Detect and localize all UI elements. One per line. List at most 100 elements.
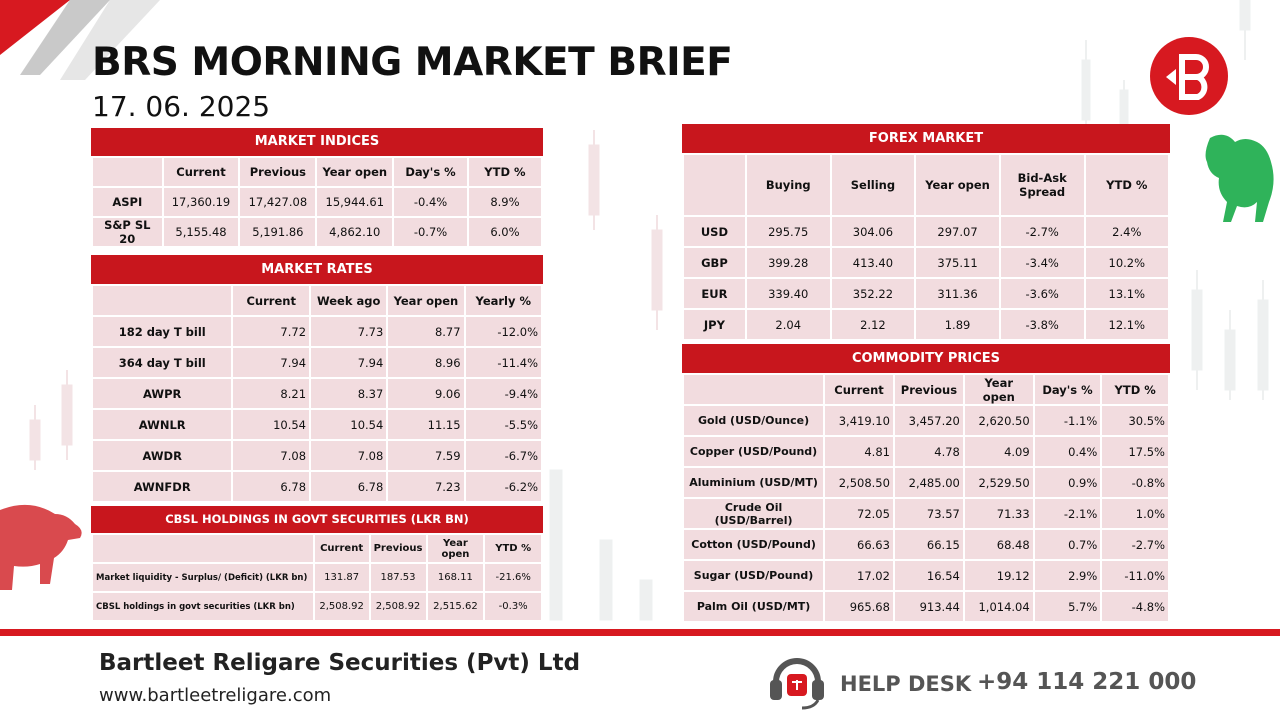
table-header-row: Current Week ago Year open Yearly % [93,286,541,315]
table-row: AWPR 8.21 8.37 9.06 -9.4% [93,379,541,408]
table-cell: 13.1% [1085,279,1168,308]
table-cell: 913.44 [894,592,963,621]
table-cell: 0.9% [1034,468,1101,497]
table-cell: 10.54 [311,410,387,439]
forex-market-table: FOREX MARKET Buying Selling Year open Bi… [682,124,1170,341]
table-cell: 1.0% [1102,499,1168,528]
brs-logo-icon [1150,37,1228,115]
row-label: Gold (USD/Ounce) [684,406,824,435]
table-cell: -3.4% [1000,248,1084,277]
row-label: Crude Oil (USD/Barrel) [684,499,824,528]
table-row: EUR 339.40 352.22 311.36 -3.6% 13.1% [684,279,1168,308]
table-cell: -6.2% [465,472,541,501]
table-cell: -2.7% [1102,530,1168,559]
column-header: Year open [964,375,1033,404]
table-row: JPY 2.04 2.12 1.89 -3.8% 12.1% [684,310,1168,339]
table-cell: 0.7% [1034,530,1101,559]
table-row: AWNLR 10.54 10.54 11.15 -5.5% [93,410,541,439]
table-row: Cotton (USD/Pound) 66.63 66.15 68.48 0.7… [684,530,1168,559]
forex-market-title: FOREX MARKET [682,124,1170,153]
table-row: Crude Oil (USD/Barrel) 72.05 73.57 71.33… [684,499,1168,528]
table-row: Sugar (USD/Pound) 17.02 16.54 19.12 2.9%… [684,561,1168,590]
table-cell: -11.4% [465,348,541,377]
table-cell: 2,529.50 [964,468,1033,497]
cbsl-holdings-table: CBSL HOLDINGS IN GOVT SECURITIES (LKR BN… [91,506,543,622]
table-cell: -9.4% [465,379,541,408]
column-header [684,375,824,404]
table-cell: 7.08 [311,441,387,470]
row-label: AWNFDR [93,472,232,501]
column-header: Previous [894,375,963,404]
table-header-row: Current Previous Year open YTD % [93,535,541,562]
table-cell: 4.81 [825,437,893,466]
table-cell: -2.1% [1034,499,1101,528]
market-indices-table: MARKET INDICES Current Previous Year ope… [91,128,543,248]
row-label: Cotton (USD/Pound) [684,530,824,559]
helpdesk-label: HELP DESK [840,672,972,696]
table-cell: 7.72 [233,317,310,346]
table-cell: -0.3% [485,593,541,620]
table-cell: 4.09 [964,437,1033,466]
table-cell: 7.73 [311,317,387,346]
row-label: S&P SL 20 [93,218,162,246]
table-cell: 6.0% [468,218,541,246]
bear-icon [0,504,82,590]
table-cell: 187.53 [370,564,426,591]
table-row: Palm Oil (USD/MT) 965.68 913.44 1,014.04… [684,592,1168,621]
table-cell: 17,427.08 [240,188,316,216]
table-cell: 352.22 [831,279,915,308]
row-label: Sugar (USD/Pound) [684,561,824,590]
row-label: CBSL holdings in govt securities (LKR bn… [93,593,313,620]
row-label: AWNLR [93,410,232,439]
website-link[interactable]: www.bartleetreligare.com [99,685,332,706]
table-row: Copper (USD/Pound) 4.81 4.78 4.09 0.4% 1… [684,437,1168,466]
table-cell: 2.4% [1085,217,1168,246]
table-cell: 8.96 [388,348,464,377]
row-label: GBP [684,248,745,277]
table-cell: -21.6% [485,564,541,591]
helpdesk-phone[interactable]: +94 114 221 000 [977,669,1197,695]
table-cell: 5,155.48 [163,218,239,246]
row-label: 182 day T bill [93,317,232,346]
column-header: Bid-Ask Spread [1000,155,1084,215]
background-candlesticks [29,0,1269,621]
table-cell: 2.12 [831,310,915,339]
table-cell: 19.12 [964,561,1033,590]
table-cell: 2.04 [746,310,830,339]
report-date: 17. 06. 2025 [92,90,271,123]
table-row: GBP 399.28 413.40 375.11 -3.4% 10.2% [684,248,1168,277]
table-row: 364 day T bill 7.94 7.94 8.96 -11.4% [93,348,541,377]
table-cell: 10.2% [1085,248,1168,277]
column-header: Day's % [1034,375,1101,404]
table-cell: 68.48 [964,530,1033,559]
row-label: AWDR [93,441,232,470]
row-label: Market liquidity - Surplus/ (Deficit) (L… [93,564,313,591]
row-label: USD [684,217,745,246]
table-cell: 8.9% [468,188,541,216]
row-label: AWPR [93,379,232,408]
column-header: Year open [388,286,464,315]
market-rates-table: MARKET RATES Current Week ago Year open … [91,255,543,503]
table-cell: 339.40 [746,279,830,308]
table-cell: 7.23 [388,472,464,501]
table-cell: 297.07 [916,217,999,246]
column-header: Current [163,158,239,186]
table-cell: -0.8% [1102,468,1168,497]
company-name: Bartleet Religare Securities (Pvt) Ltd [99,650,581,676]
table-cell: -1.1% [1034,406,1101,435]
table-cell: 6.78 [233,472,310,501]
table-cell: 7.94 [233,348,310,377]
table-cell: -3.6% [1000,279,1084,308]
table-cell: 71.33 [964,499,1033,528]
table-cell: 2,620.50 [964,406,1033,435]
corner-stripes-decoration [0,0,160,80]
commodity-prices-table: COMMODITY PRICES Current Previous Year o… [682,344,1170,623]
column-header: YTD % [1085,155,1168,215]
column-header: YTD % [468,158,541,186]
table-cell: 5.7% [1034,592,1101,621]
column-header [684,155,745,215]
table-cell: 0.4% [1034,437,1101,466]
table-cell: 12.1% [1085,310,1168,339]
table-row: Aluminium (USD/MT) 2,508.50 2,485.00 2,5… [684,468,1168,497]
table-cell: 2,508.92 [314,593,369,620]
